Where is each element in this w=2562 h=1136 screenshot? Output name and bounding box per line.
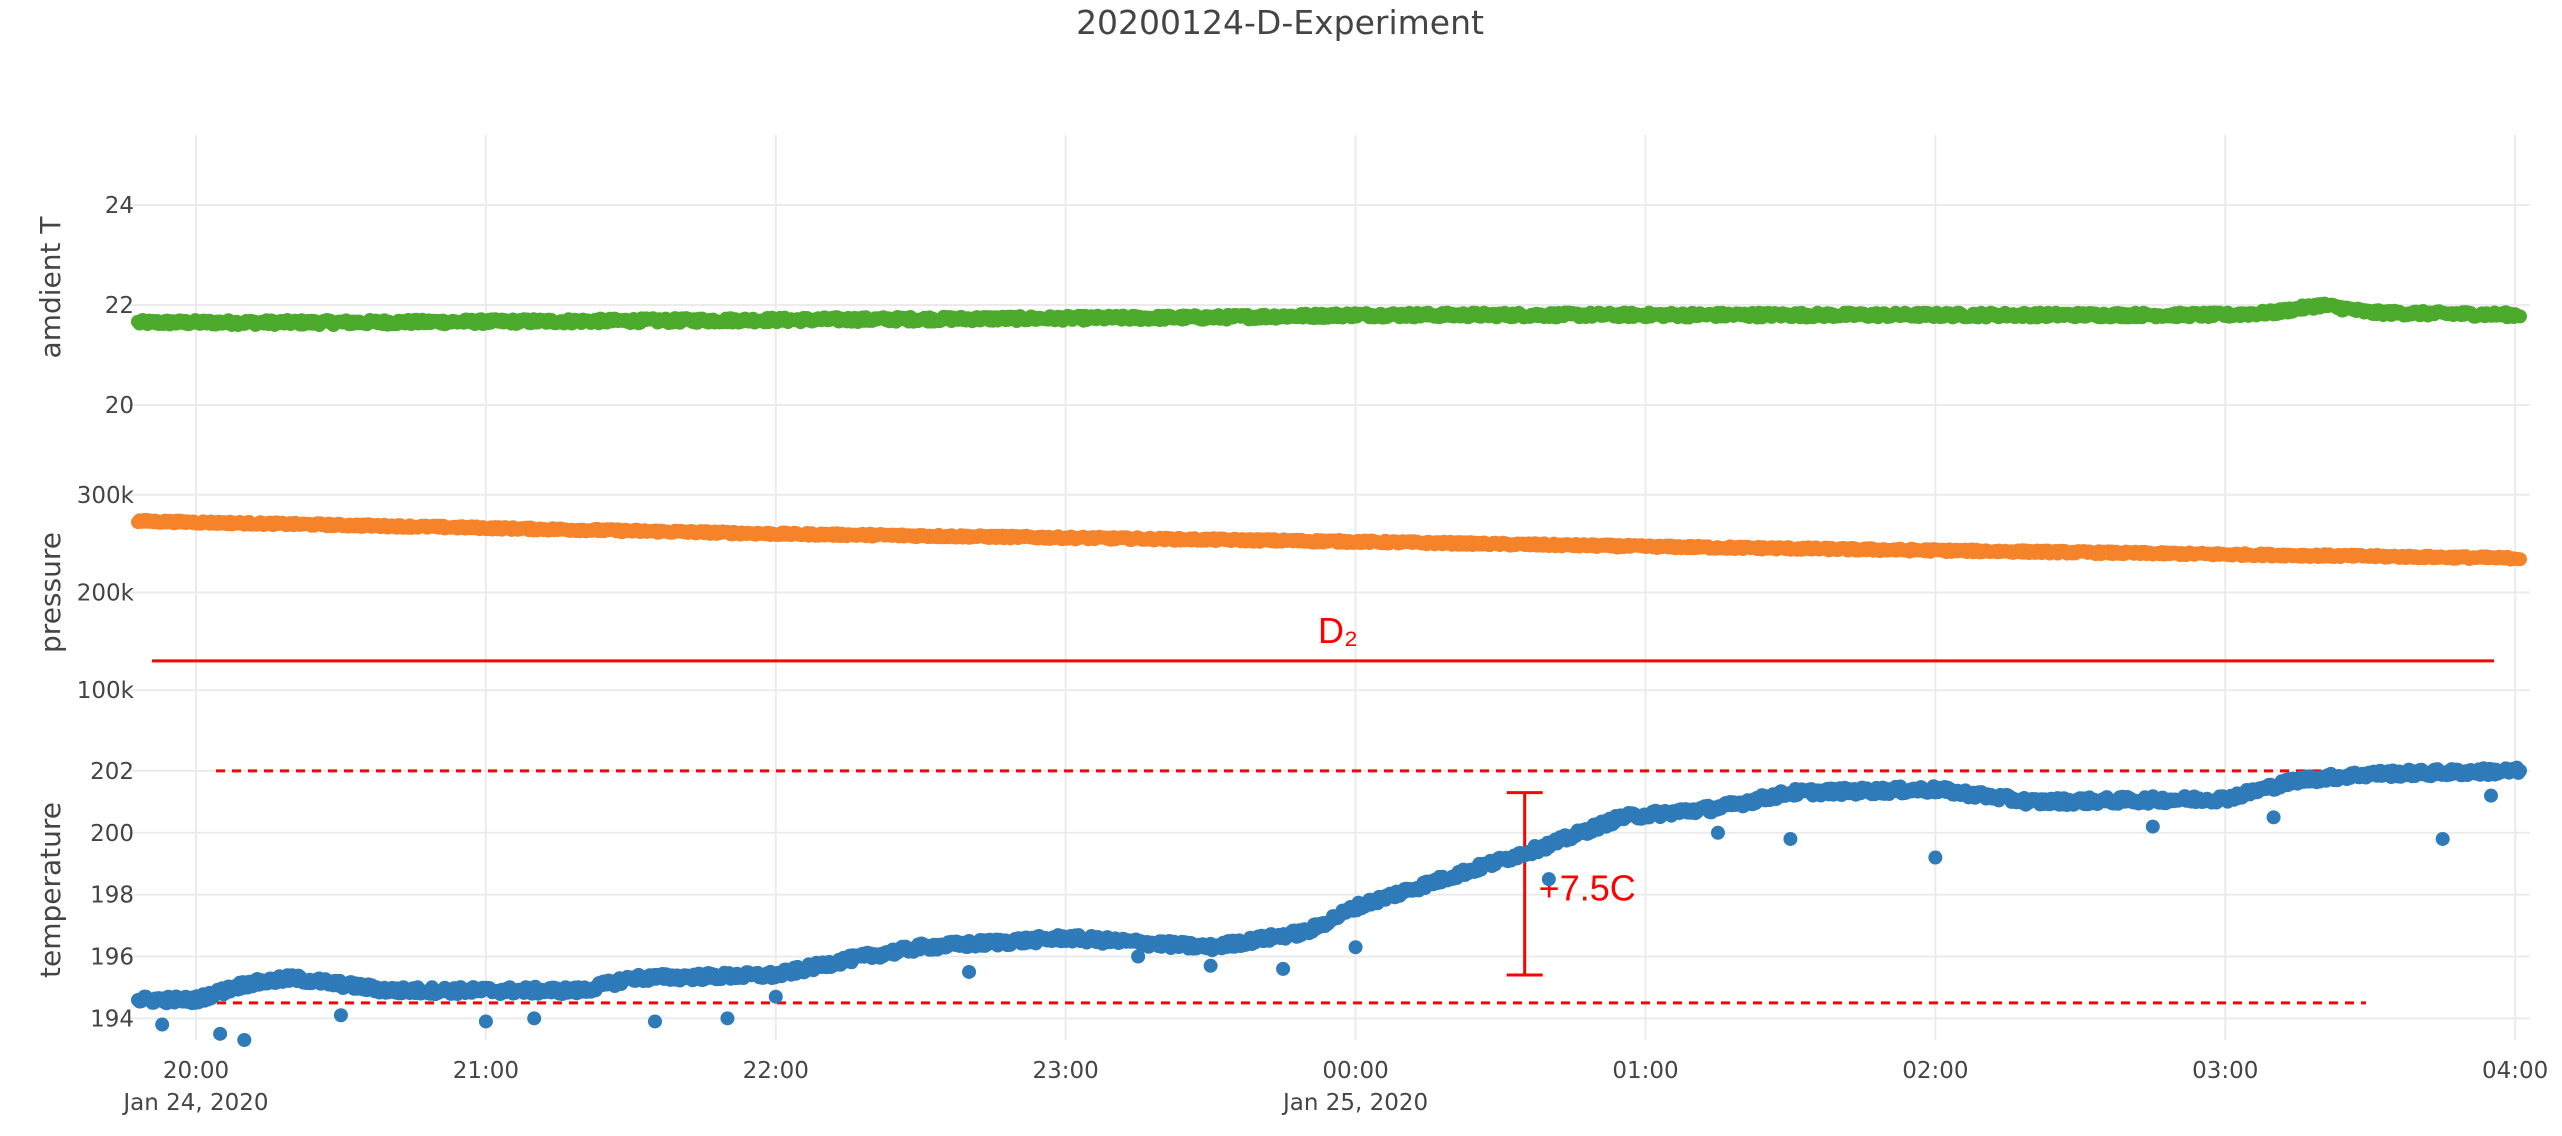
x-tick-label: 04:00: [2482, 1058, 2548, 1084]
y-tick-label: 200: [90, 821, 134, 847]
y-tick-label: 100k: [77, 678, 135, 704]
outlier-point: [1348, 940, 1363, 955]
axes: 20:00 Jan 24, 2020 21:00 22:00 23:00 00:00 Jan…: [34, 193, 2548, 1116]
outlier-point: [527, 1011, 542, 1026]
y-tick-label: 194: [90, 1006, 134, 1032]
x-tick-label: 23:00: [1033, 1058, 1099, 1084]
outlier-point: [1541, 872, 1556, 887]
outlier-point: [2484, 788, 2499, 803]
chart-title: 20200124-D-Experiment: [1076, 3, 1484, 42]
outlier-point: [647, 1014, 662, 1029]
y-tick-label: 196: [90, 944, 134, 970]
delta-label: +7.5C: [1539, 867, 1636, 908]
y-tick-label: 200k: [77, 581, 135, 607]
data-point: [2513, 309, 2527, 324]
outlier-point: [962, 964, 977, 979]
x-tick-label: 03:00: [2192, 1058, 2258, 1084]
x-tick-label: 22:00: [743, 1058, 809, 1084]
x-tick-label: 02:00: [1902, 1058, 1968, 1084]
y-tick-label: 198: [90, 883, 134, 909]
outlier-point: [2435, 831, 2450, 846]
grid: [128, 135, 2530, 1040]
outlier-point: [1203, 958, 1218, 973]
outlier-point: [478, 1014, 493, 1029]
outlier-point: [768, 989, 783, 1004]
outlier-point: [1131, 949, 1146, 964]
y-tick-label: 300k: [77, 483, 135, 509]
y-tick-label: 24: [105, 193, 134, 219]
outlier-point: [237, 1033, 252, 1047]
outlier-point: [720, 1011, 735, 1026]
annotation-layer: D₂ +7.5C: [152, 610, 2494, 1005]
outlier-point: [1710, 825, 1725, 840]
outlier-point: [155, 1017, 170, 1032]
y-tick-label: 202: [90, 759, 134, 785]
x-tick-label: 00:00: [1322, 1058, 1388, 1084]
outlier-point: [2145, 819, 2160, 834]
x-tick-label: 21:00: [453, 1058, 519, 1084]
y-axis-title: temperature: [34, 802, 67, 978]
plot-area: [131, 296, 2527, 1047]
data-point: [2513, 763, 2527, 778]
y-axis-title: pressure: [34, 532, 67, 653]
outlier-point: [1928, 850, 1943, 865]
x-tick-label: 01:00: [1612, 1058, 1678, 1084]
outlier-point: [2266, 810, 2281, 825]
gas-label: D₂: [1318, 610, 1358, 651]
y-tick-label: 22: [105, 293, 134, 319]
outlier-point: [213, 1026, 228, 1041]
outlier-point: [1783, 831, 1798, 846]
x-date-label: Jan 24, 2020: [121, 1090, 268, 1116]
y-tick-label: 20: [105, 393, 134, 419]
outlier-point: [1276, 961, 1291, 976]
outlier-point: [333, 1008, 348, 1023]
data-point: [2513, 552, 2527, 567]
x-tick-label: 20:00: [163, 1058, 229, 1084]
x-date-label: Jan 25, 2020: [1281, 1090, 1428, 1116]
y-axis-title: amdient T: [34, 216, 67, 359]
